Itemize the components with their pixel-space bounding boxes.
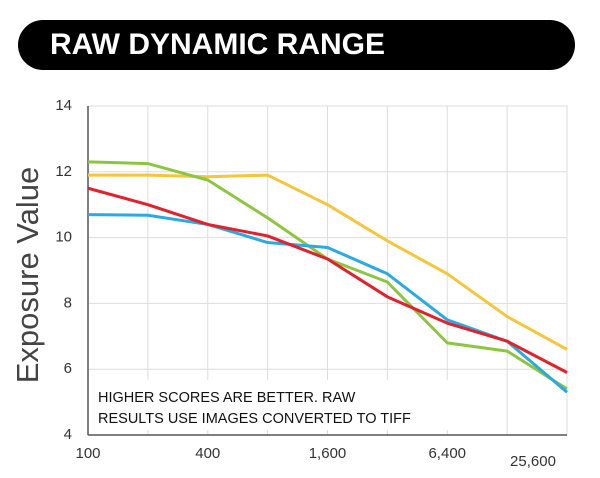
annotation: RESULTS USE IMAGES CONVERTED TO TIFF <box>98 411 411 427</box>
y-tick-label: 6 <box>64 360 72 377</box>
y-tick-label: 12 <box>55 163 72 180</box>
x-tick-label: 6,400 <box>428 445 466 462</box>
y-tick-label: 8 <box>64 294 72 311</box>
x-tick-label: 400 <box>195 445 220 462</box>
chart-title: RAW DYNAMIC RANGE <box>50 28 385 61</box>
annotation: HIGHER SCORES ARE BETTER. RAW <box>98 390 356 406</box>
y-tick-label: 14 <box>55 97 72 114</box>
y-tick-label: 4 <box>64 426 72 443</box>
x-tick-label: 25,600 <box>510 453 556 470</box>
annotation-box <box>92 380 450 430</box>
series-line <box>88 173 568 351</box>
y-axis-label: Exposure Value <box>10 167 45 384</box>
x-tick-label: 1,600 <box>309 445 347 462</box>
x-tick-label: 100 <box>75 445 100 462</box>
series-line <box>87 186 568 374</box>
y-tick-label: 10 <box>55 229 72 246</box>
title-bar <box>18 20 575 70</box>
